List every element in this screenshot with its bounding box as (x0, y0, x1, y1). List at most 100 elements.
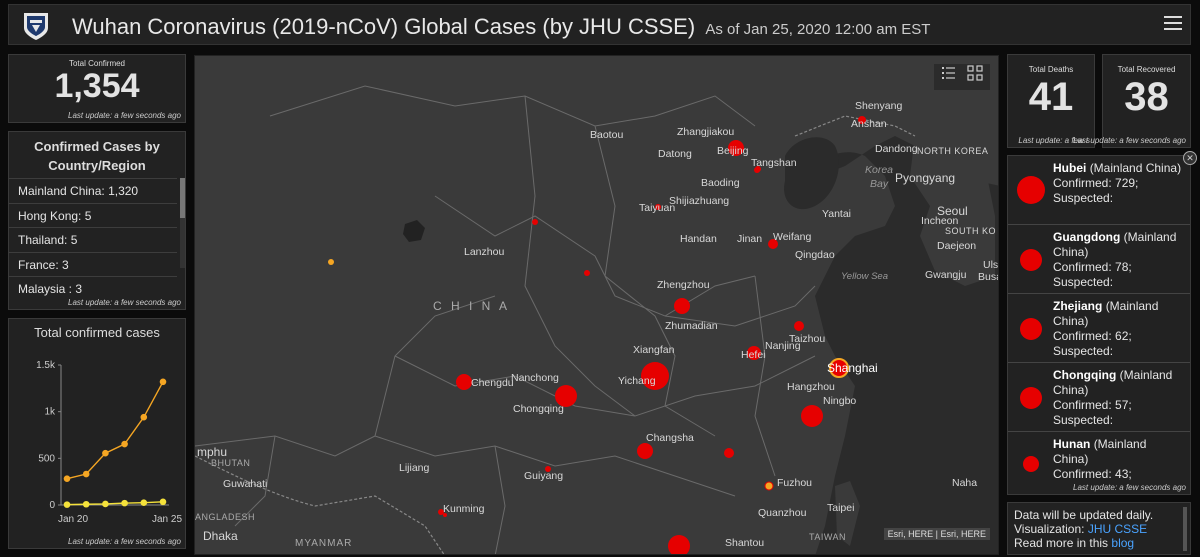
map-label: Nanchong (511, 372, 559, 384)
y-tick-label: 500 (38, 453, 55, 464)
list-item[interactable]: Guangdong (Mainland China) Confirmed: 78… (1008, 225, 1190, 294)
map-label: Datong (658, 148, 692, 160)
case-circle-chongqing[interactable] (555, 385, 577, 407)
total-recovered-panel: Total Recovered 38 Last update: a few se… (1073, 54, 1191, 148)
legend-list-icon[interactable] (940, 64, 958, 82)
list-item[interactable]: Malaysia : 3 (9, 276, 177, 301)
info-scrollbar[interactable] (1183, 507, 1187, 551)
region-update: Last update: a few seconds ago (68, 298, 181, 307)
map-label: Xiangfan (633, 344, 675, 356)
case-circle-shanxi[interactable] (655, 204, 661, 210)
province-text: Chongqing (Mainland China) Confirmed: 57… (1053, 368, 1173, 427)
region-scrollbar[interactable] (180, 178, 185, 268)
app-header: Wuhan Coronavirus (2019-nCoV) Global Cas… (8, 4, 1191, 45)
page-title: Wuhan Coronavirus (2019-nCoV) Global Cas… (72, 14, 930, 40)
map-label: Daejeon (937, 240, 976, 252)
case-circle-guangdong[interactable] (668, 535, 690, 555)
map-label: Lanzhou (464, 246, 504, 258)
province-text: Hunan (Mainland China) Confirmed: 43; (1053, 437, 1147, 481)
case-circle-jiangxi[interactable] (724, 448, 734, 458)
data-point (82, 500, 90, 508)
province-text: Hubei (Mainland China) Confirmed: 729; S… (1053, 161, 1182, 205)
map[interactable]: Shenyang Anshan Zhangjiakou Beijing Baot… (194, 55, 999, 555)
case-circle-yunnan[interactable] (438, 509, 444, 515)
case-circle-qinghai[interactable] (328, 259, 334, 265)
data-point (159, 378, 167, 386)
confirmed-cases-chart[interactable]: 0 500 1k 1.5k Jan 20 Jan 25 (9, 347, 185, 537)
case-circle-sichuan[interactable] (456, 374, 472, 390)
case-circle-jiangsu[interactable] (794, 321, 804, 331)
qinghai-lake (403, 220, 425, 242)
list-item[interactable]: Mainland China: 1,320 (9, 178, 177, 203)
korea-peninsula (910, 136, 995, 286)
case-circle-hebei[interactable] (754, 167, 760, 173)
map-toolbar (934, 64, 990, 90)
map-canvas[interactable]: Shenyang Anshan Zhangjiakou Beijing Baot… (195, 56, 999, 555)
case-circle-fujian[interactable] (764, 481, 774, 491)
map-label: Quanzhou (758, 507, 807, 519)
map-label: Qingdao (795, 249, 835, 261)
case-size-dot (1020, 249, 1042, 271)
map-label: Dhaka (203, 529, 238, 543)
case-circle-henan[interactable] (674, 298, 690, 314)
list-item[interactable]: Chongqing (Mainland China) Confirmed: 57… (1008, 363, 1190, 432)
case-circle-zhejiang[interactable] (801, 405, 823, 427)
case-circle-shandong[interactable] (768, 239, 778, 249)
total-recovered-value: 38 (1124, 75, 1169, 119)
blog-link[interactable]: blog (1111, 536, 1135, 550)
case-circle-beijing[interactable] (728, 140, 744, 156)
map-label: BHUTAN (211, 458, 250, 468)
map-label: Gwangju (925, 269, 967, 281)
map-label: Bay (870, 178, 889, 190)
close-icon[interactable]: ✕ (1183, 151, 1197, 165)
list-item[interactable]: Thailand: 5 (9, 227, 177, 252)
x-tick-label: Jan 20 (58, 514, 88, 525)
case-circle-guangxi[interactable] (443, 513, 447, 517)
basemap-gallery-icon[interactable] (966, 64, 984, 82)
case-circle-liaoning[interactable] (858, 116, 866, 124)
map-label: Chongqing (513, 403, 564, 415)
region-panel-title: Confirmed Cases by Country/Region (34, 139, 160, 173)
map-label: Changsha (646, 432, 694, 444)
map-label: Hangzhou (787, 381, 835, 393)
case-circle-wuhan[interactable] (641, 362, 669, 390)
map-label: Fuzhou (777, 477, 812, 489)
case-circle-gansu[interactable] (532, 219, 538, 225)
case-circle-anhui[interactable] (747, 346, 761, 360)
title-text: Wuhan Coronavirus (2019-nCoV) Global Cas… (72, 14, 696, 39)
info-panel: Data will be updated daily. Visualizatio… (1007, 502, 1191, 555)
map-label: Zhangjiakou (677, 126, 734, 138)
case-size-dot (1020, 387, 1042, 409)
jhu-csse-link[interactable]: JHU CSSE (1087, 522, 1148, 536)
map-label: Guiyang (524, 470, 563, 482)
map-label: Taipei (827, 502, 854, 514)
map-label: Chengdu (471, 377, 514, 389)
case-circle-guizhou[interactable] (545, 466, 551, 472)
chart-update: Last update: a few seconds ago (68, 537, 181, 546)
hamburger-menu-icon[interactable] (1164, 16, 1182, 32)
map-label: Ningbo (823, 395, 856, 407)
case-circle-hunan[interactable] (637, 443, 653, 459)
data-point (102, 500, 109, 508)
province-borders (195, 85, 816, 554)
case-circle-shaanxi[interactable] (584, 270, 590, 276)
map-label: Kunming (443, 503, 485, 515)
y-tick-label: 1.5k (36, 360, 56, 371)
list-item[interactable]: Hubei (Mainland China) Confirmed: 729; S… (1008, 156, 1190, 225)
data-point (82, 470, 90, 478)
case-circle-shanghai[interactable] (829, 358, 849, 378)
region-list: Mainland China: 1,320 Hong Kong: 5 Thail… (9, 178, 177, 301)
list-item[interactable]: Hong Kong: 5 (9, 202, 177, 228)
map-label: SOUTH KO (945, 226, 996, 236)
map-label: Incheon (921, 215, 959, 227)
map-label: Zhumadian (665, 320, 718, 332)
list-item[interactable]: France: 3 (9, 251, 177, 277)
province-text: Zhejiang (Mainland China) Confirmed: 62;… (1053, 299, 1159, 358)
list-item[interactable]: Zhejiang (Mainland China) Confirmed: 62;… (1008, 294, 1190, 363)
map-label: NORTH KOREA (917, 146, 988, 156)
chart-title: Total confirmed cases (34, 325, 160, 340)
map-label: MYANMAR (295, 538, 352, 549)
map-attribution[interactable]: Esri, HERE | Esri, HERE (883, 528, 990, 540)
list-item[interactable]: Hunan (Mainland China) Confirmed: 43; (1008, 432, 1190, 494)
map-label: Naha (952, 477, 977, 489)
